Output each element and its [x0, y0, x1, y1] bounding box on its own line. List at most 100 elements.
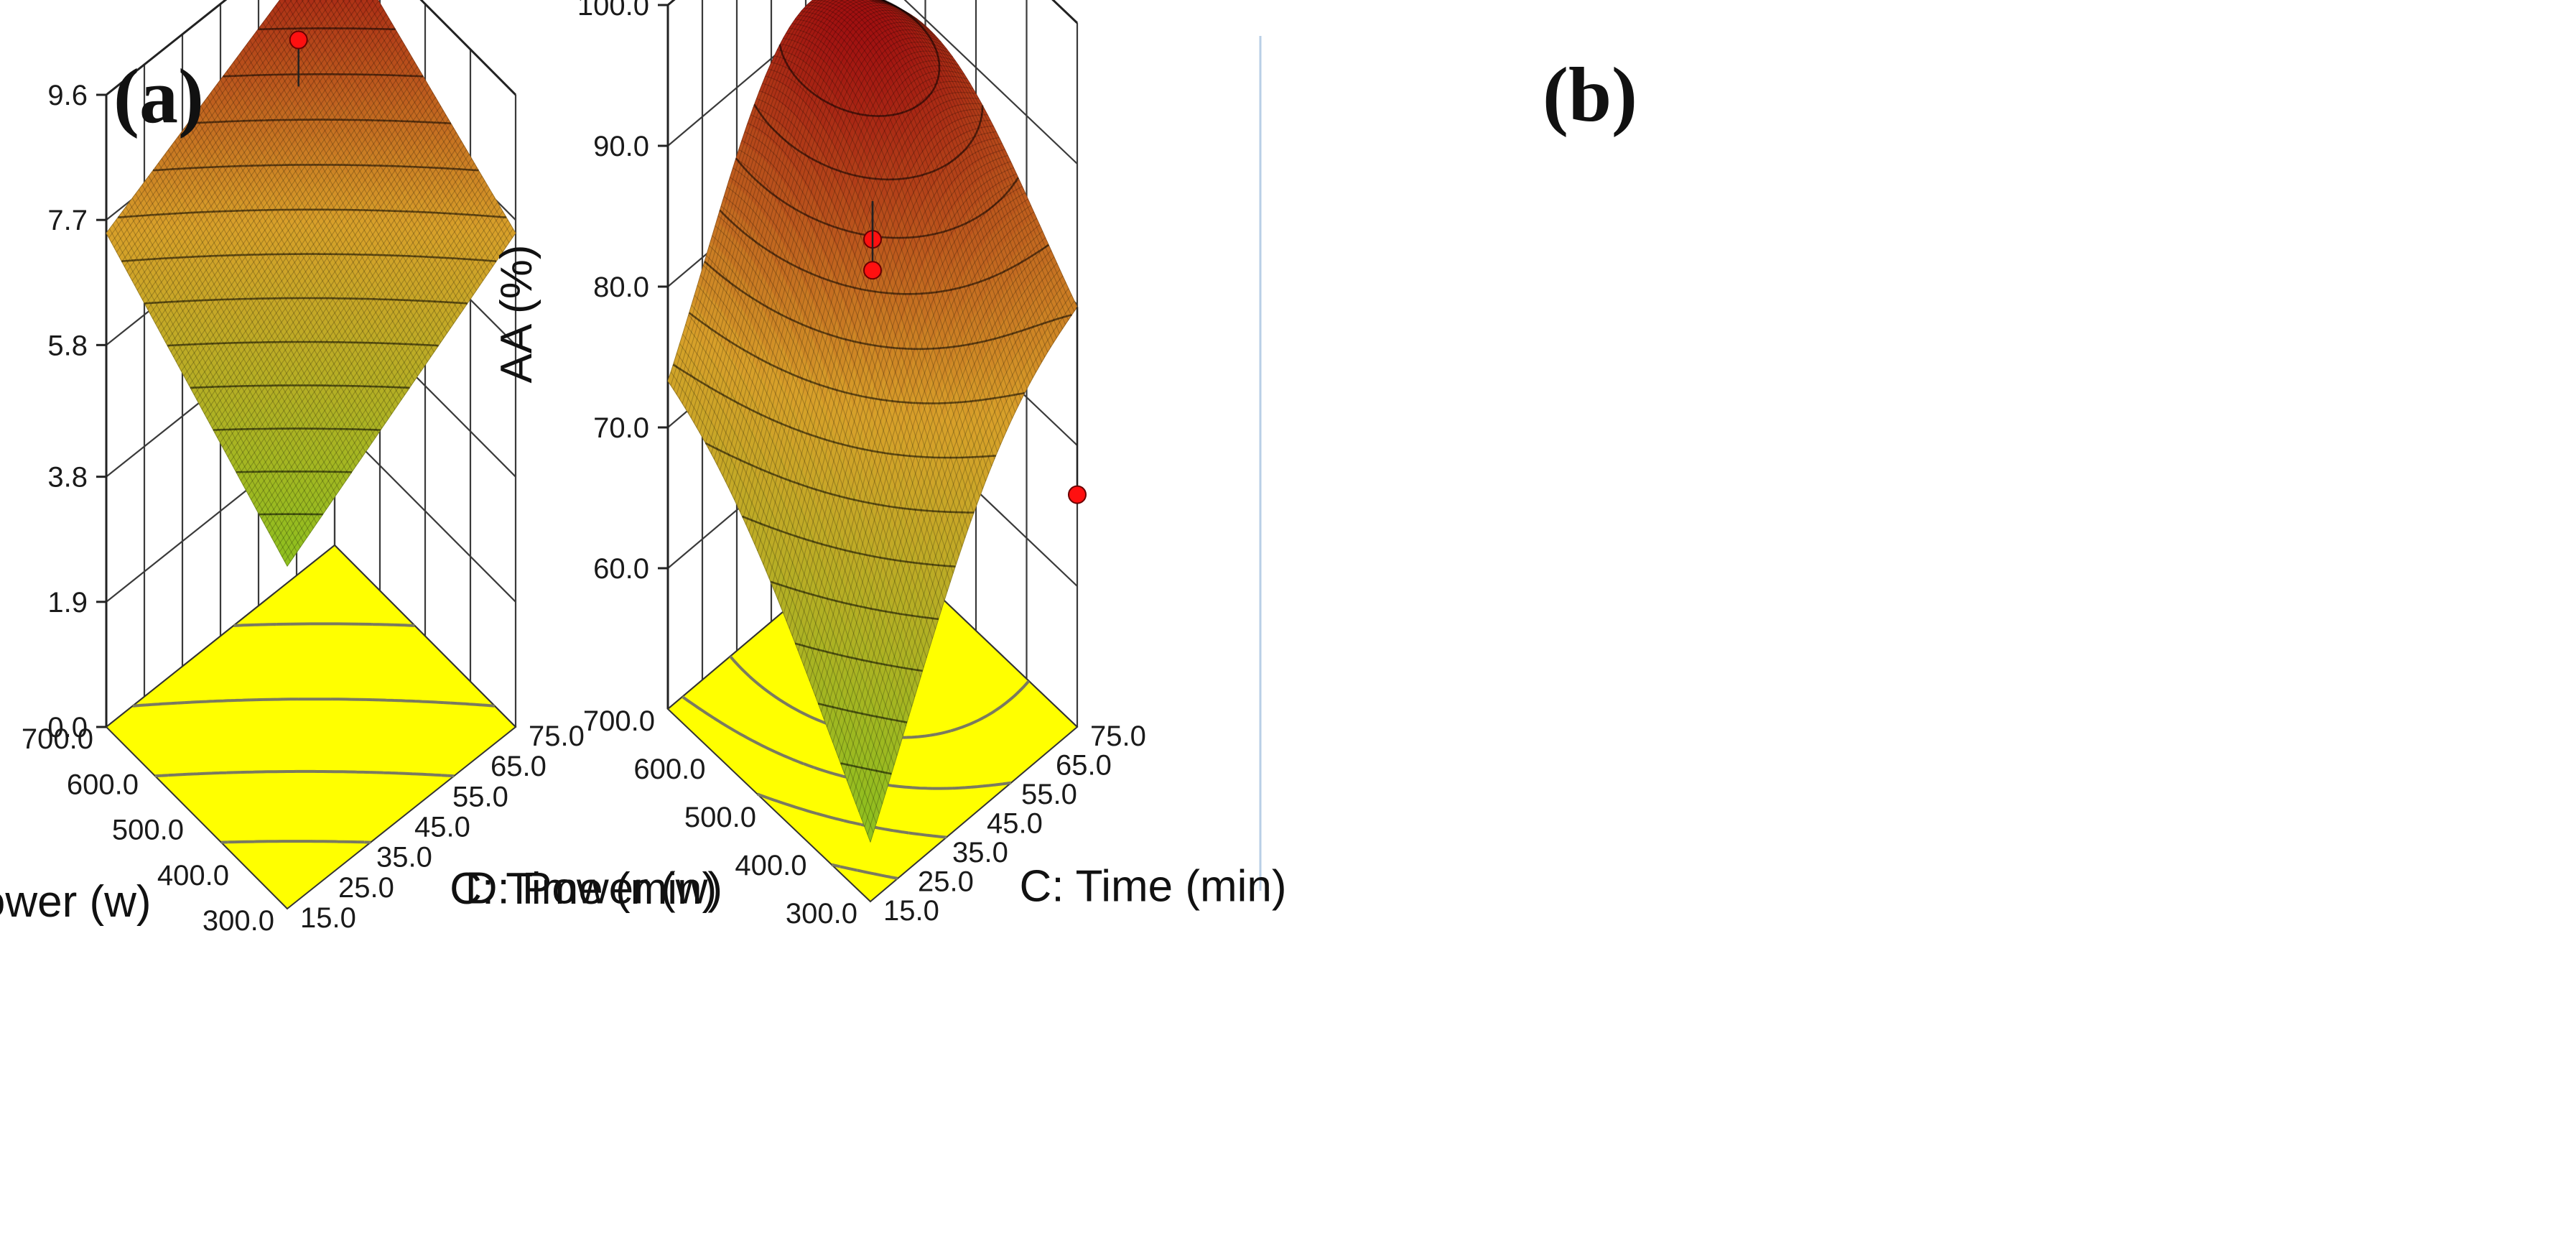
design-point-1: [289, 30, 308, 50]
mesh-line: [116, 0, 304, 253]
time-tick-label: 35.0: [376, 842, 432, 874]
mesh-line: [271, 206, 501, 538]
mesh-line: [138, 189, 320, 519]
mesh-line: [249, 40, 432, 358]
z-tick-label: 70.0: [593, 412, 649, 444]
mesh-line: [154, 167, 337, 496]
mesh-line: [126, 0, 327, 272]
mesh-line: [348, 0, 500, 257]
mesh-line: [144, 0, 368, 305]
mesh-line: [180, 52, 410, 372]
mesh-line: [113, 0, 298, 248]
z-tick-label: 1.9: [47, 587, 88, 618]
mesh-line: [206, 96, 436, 420]
mesh-line: [178, 48, 408, 367]
time-tick-label: 75.0: [1090, 721, 1146, 752]
mesh-line: [131, 198, 314, 529]
mesh-line: [219, 119, 449, 443]
surface-contour-line: [187, 119, 451, 125]
mesh-line: [287, 233, 516, 567]
mesh-line: [313, 0, 480, 286]
mesh-line: [135, 193, 317, 524]
mesh-line: [106, 233, 288, 567]
z-tick-label: 60.0: [593, 553, 649, 585]
time-tick-label: 55.0: [452, 781, 508, 812]
mesh-line: [165, 27, 395, 343]
mesh-line: [330, 0, 490, 272]
time-tick-label: 65.0: [1056, 750, 1112, 782]
response-surface: [106, 0, 516, 567]
mesh-line: [269, 14, 451, 329]
z-tick-label: 80.0: [593, 272, 649, 303]
surface-contour-line: [236, 471, 352, 473]
mesh-line: [175, 44, 405, 362]
floor-contour-line: [220, 840, 371, 844]
time-tick-label: 45.0: [987, 808, 1043, 840]
z-axis-title: AA (%): [492, 245, 541, 384]
mesh-line: [217, 114, 447, 438]
mesh-line: [149, 0, 379, 315]
surface-contour-line: [152, 164, 479, 172]
time-tick-label: 25.0: [918, 866, 974, 898]
power-tick-label: 300.0: [786, 898, 857, 930]
mesh-line: [122, 210, 304, 543]
floor-contours: [132, 622, 495, 844]
mesh-line: [245, 162, 475, 491]
power-tick-label: 400.0: [157, 860, 229, 891]
mesh-line: [266, 198, 496, 529]
power-axis-title: D: Power (w): [465, 864, 722, 914]
time-tick-label: 45.0: [414, 812, 470, 843]
mesh-line: [295, 0, 470, 300]
power-tick-label: 500.0: [684, 802, 756, 833]
mesh-line: [251, 171, 480, 500]
mesh-line: [154, 9, 384, 324]
mesh-line: [171, 145, 353, 472]
mesh-line: [111, 0, 292, 244]
surface-contour-line: [258, 27, 396, 31]
mesh-line: [121, 0, 316, 262]
mesh-line: [259, 27, 441, 343]
mesh-line: [200, 106, 383, 429]
mesh-line: [279, 0, 461, 315]
mesh-line: [212, 106, 442, 429]
mesh-line: [193, 75, 423, 396]
mesh-line: [108, 0, 287, 238]
power-tick-label: 700.0: [583, 705, 655, 737]
z-tick-label: 5.8: [47, 330, 88, 361]
mesh-line: [226, 70, 409, 391]
mesh-line: [116, 219, 298, 552]
time-axis-title: C: Time (min): [1020, 861, 1287, 911]
power-tick-label: 600.0: [633, 754, 705, 785]
surface-contour-line: [190, 384, 410, 389]
time-tick-label: 25.0: [338, 872, 394, 904]
surface-contour-line: [118, 208, 507, 218]
mesh-line: [319, 0, 484, 282]
mesh-line: [196, 79, 426, 400]
time-tick-label: 35.0: [952, 837, 1008, 868]
mesh-line: [141, 0, 363, 300]
mesh-line: [174, 141, 356, 467]
panel-a: 0.0 1.9 3.8 5.8 7.7 9.6 300.0 400.0 500.0 600.0 70…: [0, 0, 717, 937]
surface-contour-line: [121, 253, 497, 262]
mesh-line: [184, 127, 366, 453]
mesh-line: [246, 44, 428, 362]
mesh-line: [289, 0, 468, 305]
panel-b: 60.0 70.0 80.0 90.0 100.0 300.0 400.0 500.0 600.…: [465, 0, 1637, 930]
mesh-line: [225, 127, 455, 453]
mesh-line: [233, 62, 415, 381]
mesh-line: [240, 154, 470, 481]
power-axis-title: D: Power (w): [0, 877, 152, 927]
time-tick-label: 65.0: [490, 751, 547, 782]
time-tick-label: 55.0: [1021, 779, 1077, 810]
mesh-line: [160, 18, 390, 333]
mesh-line: [136, 0, 351, 291]
mesh-line: [238, 149, 468, 476]
mesh-line: [377, 0, 516, 233]
mesh-line: [354, 0, 503, 253]
design-point-2: [863, 261, 882, 280]
mesh-line: [194, 114, 376, 438]
mesh-line: [167, 149, 350, 476]
surface-contour-line: [167, 340, 439, 347]
mesh-line: [217, 83, 399, 405]
mesh-line: [248, 167, 478, 496]
